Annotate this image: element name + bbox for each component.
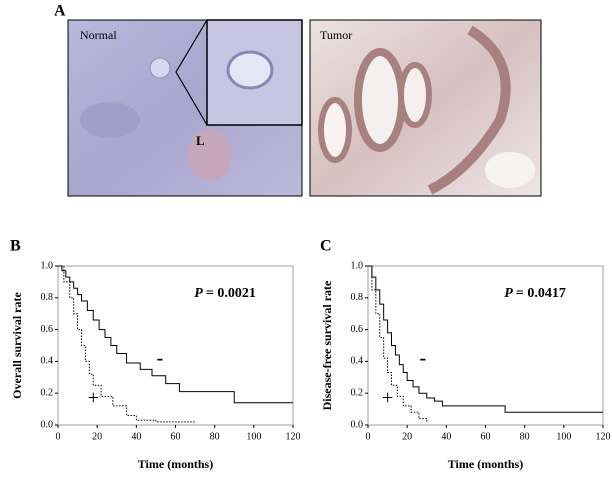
- y-tick-label: 0.0: [41, 419, 54, 430]
- panel-label: A: [54, 3, 66, 20]
- p-symbol: P: [194, 286, 203, 301]
- x-tick-label: 120: [596, 431, 611, 442]
- x-tick-label: 40: [131, 431, 141, 442]
- x-tick-label: 20: [92, 431, 102, 442]
- tumor-image: [309, 19, 542, 197]
- image-label: Tumor: [320, 28, 352, 42]
- x-tick-label: 60: [481, 431, 491, 442]
- panel-label: B: [10, 238, 21, 255]
- x-axis-label: Time (months): [138, 457, 213, 471]
- y-tick-label: 0.8: [351, 292, 364, 303]
- x-axis-label: Time (months): [448, 457, 523, 471]
- y-tick-label: 0.4: [41, 356, 54, 367]
- image-label: L: [196, 133, 205, 148]
- y-axis-label: Overall survival rate: [10, 292, 24, 399]
- x-tick-label: 20: [402, 431, 412, 442]
- normal-image: [67, 19, 303, 197]
- x-tick-label: 40: [441, 431, 451, 442]
- p-number: = 0.0417: [516, 286, 566, 301]
- y-tick-label: 1.0: [351, 260, 364, 271]
- x-tick-label: 60: [171, 431, 181, 442]
- y-tick-label: 0.2: [351, 387, 364, 398]
- x-tick-label: 80: [520, 431, 530, 442]
- x-tick-label: 100: [556, 431, 571, 442]
- y-axis-label: Disease-free survival rate: [320, 280, 334, 410]
- series-label: +: [88, 387, 99, 409]
- y-tick-label: 0.6: [41, 324, 54, 335]
- x-tick-label: 80: [210, 431, 220, 442]
- y-tick-label: 0.6: [351, 324, 364, 335]
- x-tick-label: 0: [366, 431, 371, 442]
- y-tick-label: 0.4: [351, 356, 364, 367]
- panel-label: C: [320, 238, 332, 255]
- survival-curve: [58, 265, 293, 404]
- p-number: = 0.0021: [206, 286, 256, 301]
- x-tick-label: 100: [246, 431, 261, 442]
- p-symbol: P: [504, 286, 513, 301]
- x-tick-label: 120: [286, 431, 301, 442]
- p-value: P = 0.0021: [194, 286, 256, 301]
- survival-curve: [368, 265, 428, 422]
- y-tick-label: 0.2: [41, 387, 54, 398]
- survival-curve: [368, 265, 603, 413]
- series-label: -: [156, 347, 163, 369]
- image-label: Normal: [80, 28, 117, 42]
- y-tick-label: 0.8: [41, 292, 54, 303]
- x-tick-label: 0: [56, 431, 61, 442]
- y-tick-label: 1.0: [41, 260, 54, 271]
- p-value: P = 0.0417: [504, 286, 566, 301]
- survival-curve: [58, 265, 196, 423]
- series-label: -: [419, 347, 426, 369]
- series-label: +: [382, 387, 393, 409]
- plot-frame: [367, 265, 604, 426]
- y-tick-label: 0.0: [351, 419, 364, 430]
